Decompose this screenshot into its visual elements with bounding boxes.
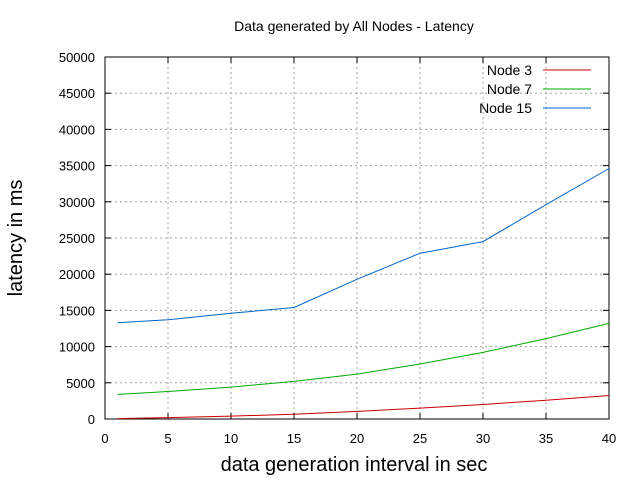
x-tick-label: 0 <box>101 431 108 446</box>
y-tick-label: 10000 <box>59 340 95 355</box>
x-axis-label: data generation interval in sec <box>221 454 488 476</box>
y-tick-label: 50000 <box>59 50 95 65</box>
x-tick-label: 35 <box>539 431 553 446</box>
legend: Node 3 Node 7 Node 15 <box>479 62 591 116</box>
series-line-node-3 <box>117 395 610 420</box>
y-tick-label: 30000 <box>59 195 95 210</box>
y-tick-label: 35000 <box>59 159 95 174</box>
y-tick-label: 40000 <box>59 122 95 137</box>
y-tick-label: 0 <box>88 412 95 427</box>
grid <box>105 57 609 419</box>
axis-ticks: 0 5 10 15 20 25 30 35 40 0 5000 10000 15000 20000 2500… <box>59 50 616 446</box>
series-lines <box>117 168 610 420</box>
x-tick-label: 25 <box>413 431 427 446</box>
x-tick-label: 30 <box>476 431 490 446</box>
chart-title: Data generated by All Nodes - Latency <box>234 18 474 34</box>
x-tick-label: 15 <box>287 431 301 446</box>
x-tick-label: 20 <box>350 431 364 446</box>
y-tick-label: 25000 <box>59 231 95 246</box>
legend-label: Node 3 <box>487 62 532 78</box>
legend-label: Node 15 <box>479 100 532 116</box>
x-tick-label: 40 <box>602 431 616 446</box>
series-line-node-7 <box>117 322 610 395</box>
y-tick-label: 15000 <box>59 303 95 318</box>
x-tick-label: 10 <box>224 431 238 446</box>
x-tick-label: 5 <box>164 431 171 446</box>
y-tick-label: 5000 <box>66 376 95 391</box>
y-axis-label: latency in ms <box>5 180 27 297</box>
series-line-node-15 <box>117 168 610 324</box>
legend-label: Node 7 <box>487 81 532 97</box>
y-tick-label: 20000 <box>59 267 95 282</box>
y-tick-label: 45000 <box>59 86 95 101</box>
